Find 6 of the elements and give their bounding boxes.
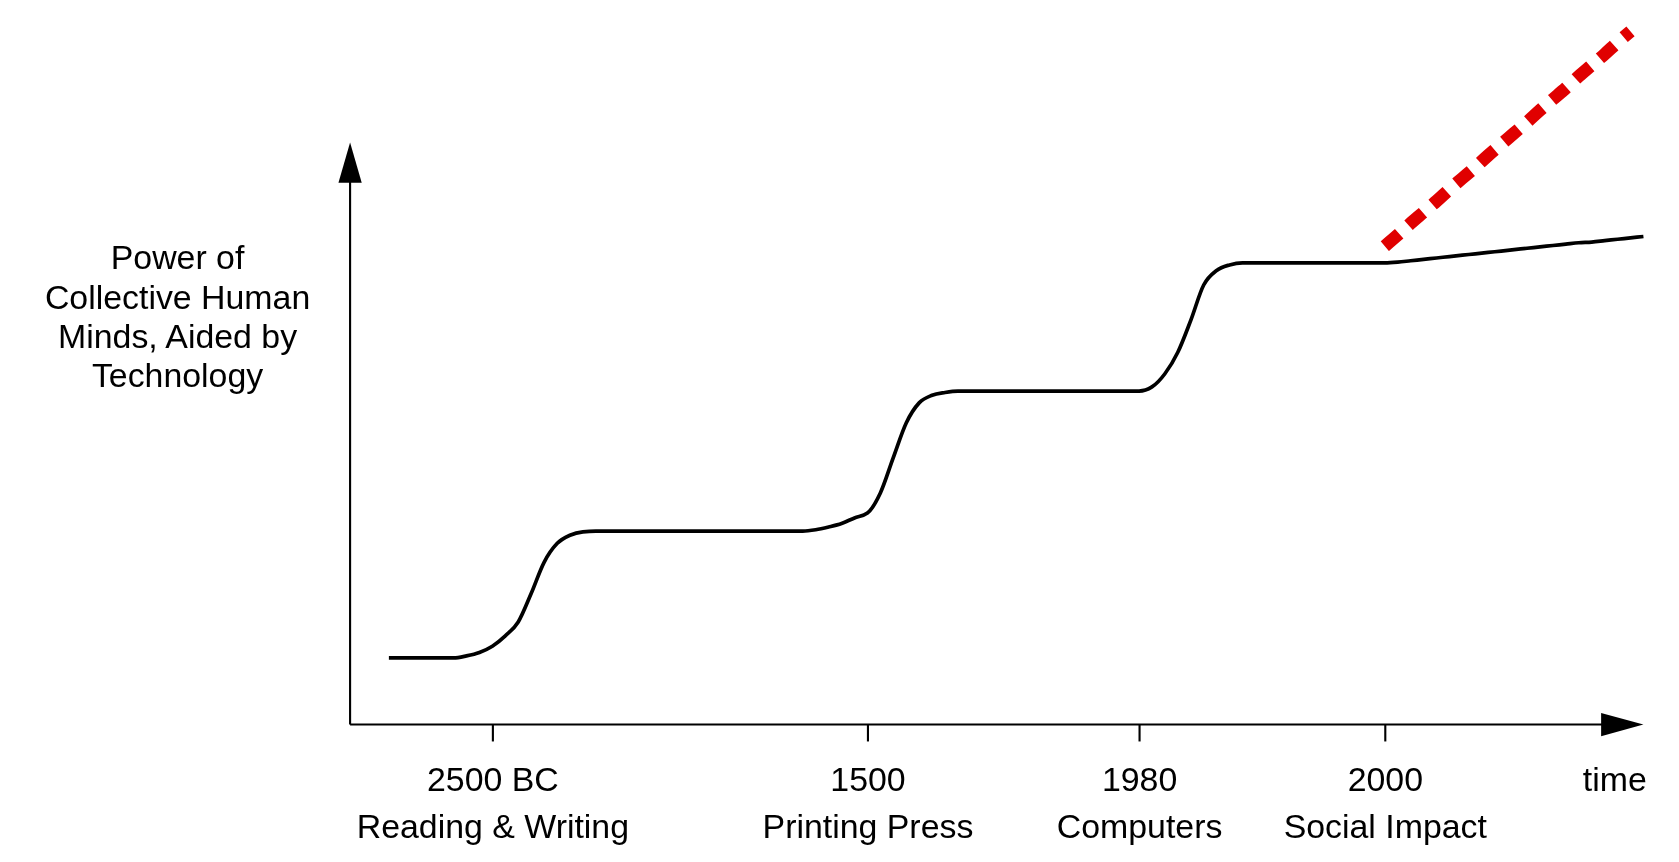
x-tick-label: 1980 Computers bbox=[1056, 760, 1223, 845]
x-tick-label: 2500 BC Reading & Writing bbox=[356, 760, 630, 845]
x-axis-title: time bbox=[1582, 760, 1647, 799]
x-tick-label: 1500 Printing Press bbox=[762, 760, 974, 845]
y-axis-title: Power of Collective Human Minds, Aided by Technology bbox=[44, 238, 311, 394]
x-tick-label: 2000 Social Impact bbox=[1283, 760, 1488, 845]
